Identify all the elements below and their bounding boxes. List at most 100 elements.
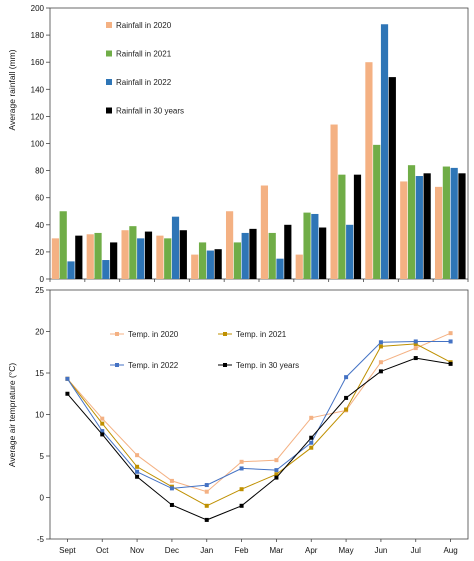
- rainfall-bar: [415, 176, 423, 279]
- rainfall-bar: [241, 232, 249, 279]
- rainfall-bar: [442, 166, 450, 279]
- temperature-y-tick-label: 15: [35, 369, 44, 378]
- rainfall-bar: [311, 213, 319, 279]
- rainfall-bar: [434, 186, 443, 279]
- rainfall-legend-swatch: [106, 22, 112, 28]
- temperature-point: [274, 468, 279, 473]
- rainfall-bar: [295, 254, 303, 279]
- temperature-point: [204, 483, 209, 488]
- temperature-point: [344, 395, 349, 400]
- rainfall-bar: [110, 242, 118, 279]
- temperature-legend-label: Temp. in 2020: [128, 330, 179, 339]
- rainfall-bar: [75, 235, 83, 279]
- rainfall-bar: [458, 173, 466, 279]
- rainfall-bar: [59, 211, 67, 279]
- rainfall-chart: 0 20 40 60 80 100 120 140 160 180 200 Rainfall in 2…: [31, 4, 469, 284]
- rainfall-bar: [346, 224, 354, 279]
- x-tick-label: Nov: [130, 546, 144, 555]
- temperature-point: [239, 466, 244, 471]
- rainfall-legend-swatch: [106, 50, 112, 57]
- rainfall-bar: [214, 249, 222, 279]
- temperature-point: [448, 339, 453, 344]
- rainfall-bar: [423, 173, 431, 279]
- temperature-y-tick-label: 25: [35, 286, 44, 295]
- x-tick-label: Sept: [59, 546, 76, 555]
- temperature-series-line: [67, 343, 451, 507]
- temperature-point: [239, 459, 244, 464]
- temperature-legend-marker: [223, 332, 227, 336]
- rainfall-bar: [353, 174, 362, 279]
- temperature-point: [378, 344, 383, 349]
- temperature-point: [65, 376, 70, 381]
- x-tick-label: Oct: [96, 546, 109, 555]
- rainfall-bar: [198, 242, 207, 279]
- temperature-point: [135, 453, 140, 458]
- temperature-point: [448, 361, 453, 366]
- temperature-chart: -5 0 5 10 15 20 25 Sept Oct Nov Dec Jan Feb Mar Apr May…: [35, 286, 469, 555]
- rainfall-bar: [94, 232, 102, 279]
- rainfall-y-tick-label: 40: [35, 221, 44, 230]
- rainfall-legend-label: Rainfall in 2022: [116, 78, 172, 87]
- rainfall-bar: [338, 174, 346, 279]
- temperature-point: [309, 435, 314, 440]
- rainfall-y-tick-label: 20: [35, 248, 44, 257]
- x-tick-label: Apr: [305, 546, 318, 555]
- temperature-point: [274, 458, 279, 463]
- temperature-point: [413, 346, 418, 351]
- rainfall-bar: [67, 261, 75, 279]
- temperature-point: [378, 360, 383, 365]
- rainfall-bar: [268, 232, 276, 279]
- temperature-point: [309, 445, 314, 450]
- temperature-point: [413, 356, 418, 361]
- temperature-legend-label: Temp. in 2022: [128, 361, 179, 370]
- rainfall-bar: [144, 231, 153, 279]
- temperature-point: [274, 472, 279, 477]
- x-tick-label: Mar: [270, 546, 284, 555]
- rainfall-bar: [86, 234, 94, 279]
- x-tick-label: Jul: [411, 546, 421, 555]
- temperature-point: [100, 416, 105, 421]
- rainfall-y-tick-label: 140: [31, 85, 45, 94]
- temperature-y-tick-label: 20: [35, 328, 44, 337]
- rainfall-y-tick-label: 80: [35, 167, 44, 176]
- rainfall-bar: [225, 211, 234, 279]
- rainfall-bar: [206, 250, 214, 279]
- rainfall-bar: [171, 216, 180, 279]
- temperature-point: [413, 341, 418, 346]
- temperature-series-line: [67, 357, 451, 521]
- rainfall-bar: [400, 181, 408, 279]
- temperature-point: [309, 440, 314, 445]
- x-tick-label: Jan: [200, 546, 213, 555]
- temperature-point: [239, 503, 244, 508]
- rainfall-bar: [121, 230, 129, 279]
- rainfall-bar: [102, 260, 110, 279]
- rainfall-y-tick-label: 180: [31, 31, 45, 40]
- rainfall-y-tick-label: 160: [31, 58, 45, 67]
- rainfall-bar: [191, 254, 199, 279]
- rainfall-bar: [284, 224, 292, 279]
- temperature-point: [100, 432, 105, 437]
- temperature-point: [448, 331, 453, 336]
- x-tick-label: Aug: [443, 546, 457, 555]
- rainfall-bar: [407, 165, 416, 279]
- x-tick-label: Dec: [165, 546, 179, 555]
- rainfall-legend-swatch: [106, 107, 112, 114]
- temperature-point: [413, 339, 418, 344]
- rainfall-y-tick-label: 120: [31, 112, 45, 121]
- temperature-point: [169, 478, 174, 483]
- rainfall-bar: [319, 227, 327, 279]
- rainfall-bar: [260, 185, 269, 279]
- rainfall-bar: [380, 24, 389, 280]
- rainfall-legend-label: Rainfall in 30 years: [116, 107, 184, 116]
- temperature-point: [135, 464, 140, 469]
- rainfall-y-tick-label: 60: [35, 194, 44, 203]
- temperature-legend-marker: [115, 332, 119, 336]
- temperature-legend-marker: [223, 363, 227, 367]
- rainfall-y-tick-label: 0: [40, 275, 45, 284]
- temperature-point: [204, 489, 209, 494]
- temperature-point: [344, 375, 349, 380]
- temperature-plot-frame: [49, 289, 469, 540]
- x-tick-label: May: [339, 546, 354, 555]
- temperature-y-tick-label: 10: [35, 411, 44, 420]
